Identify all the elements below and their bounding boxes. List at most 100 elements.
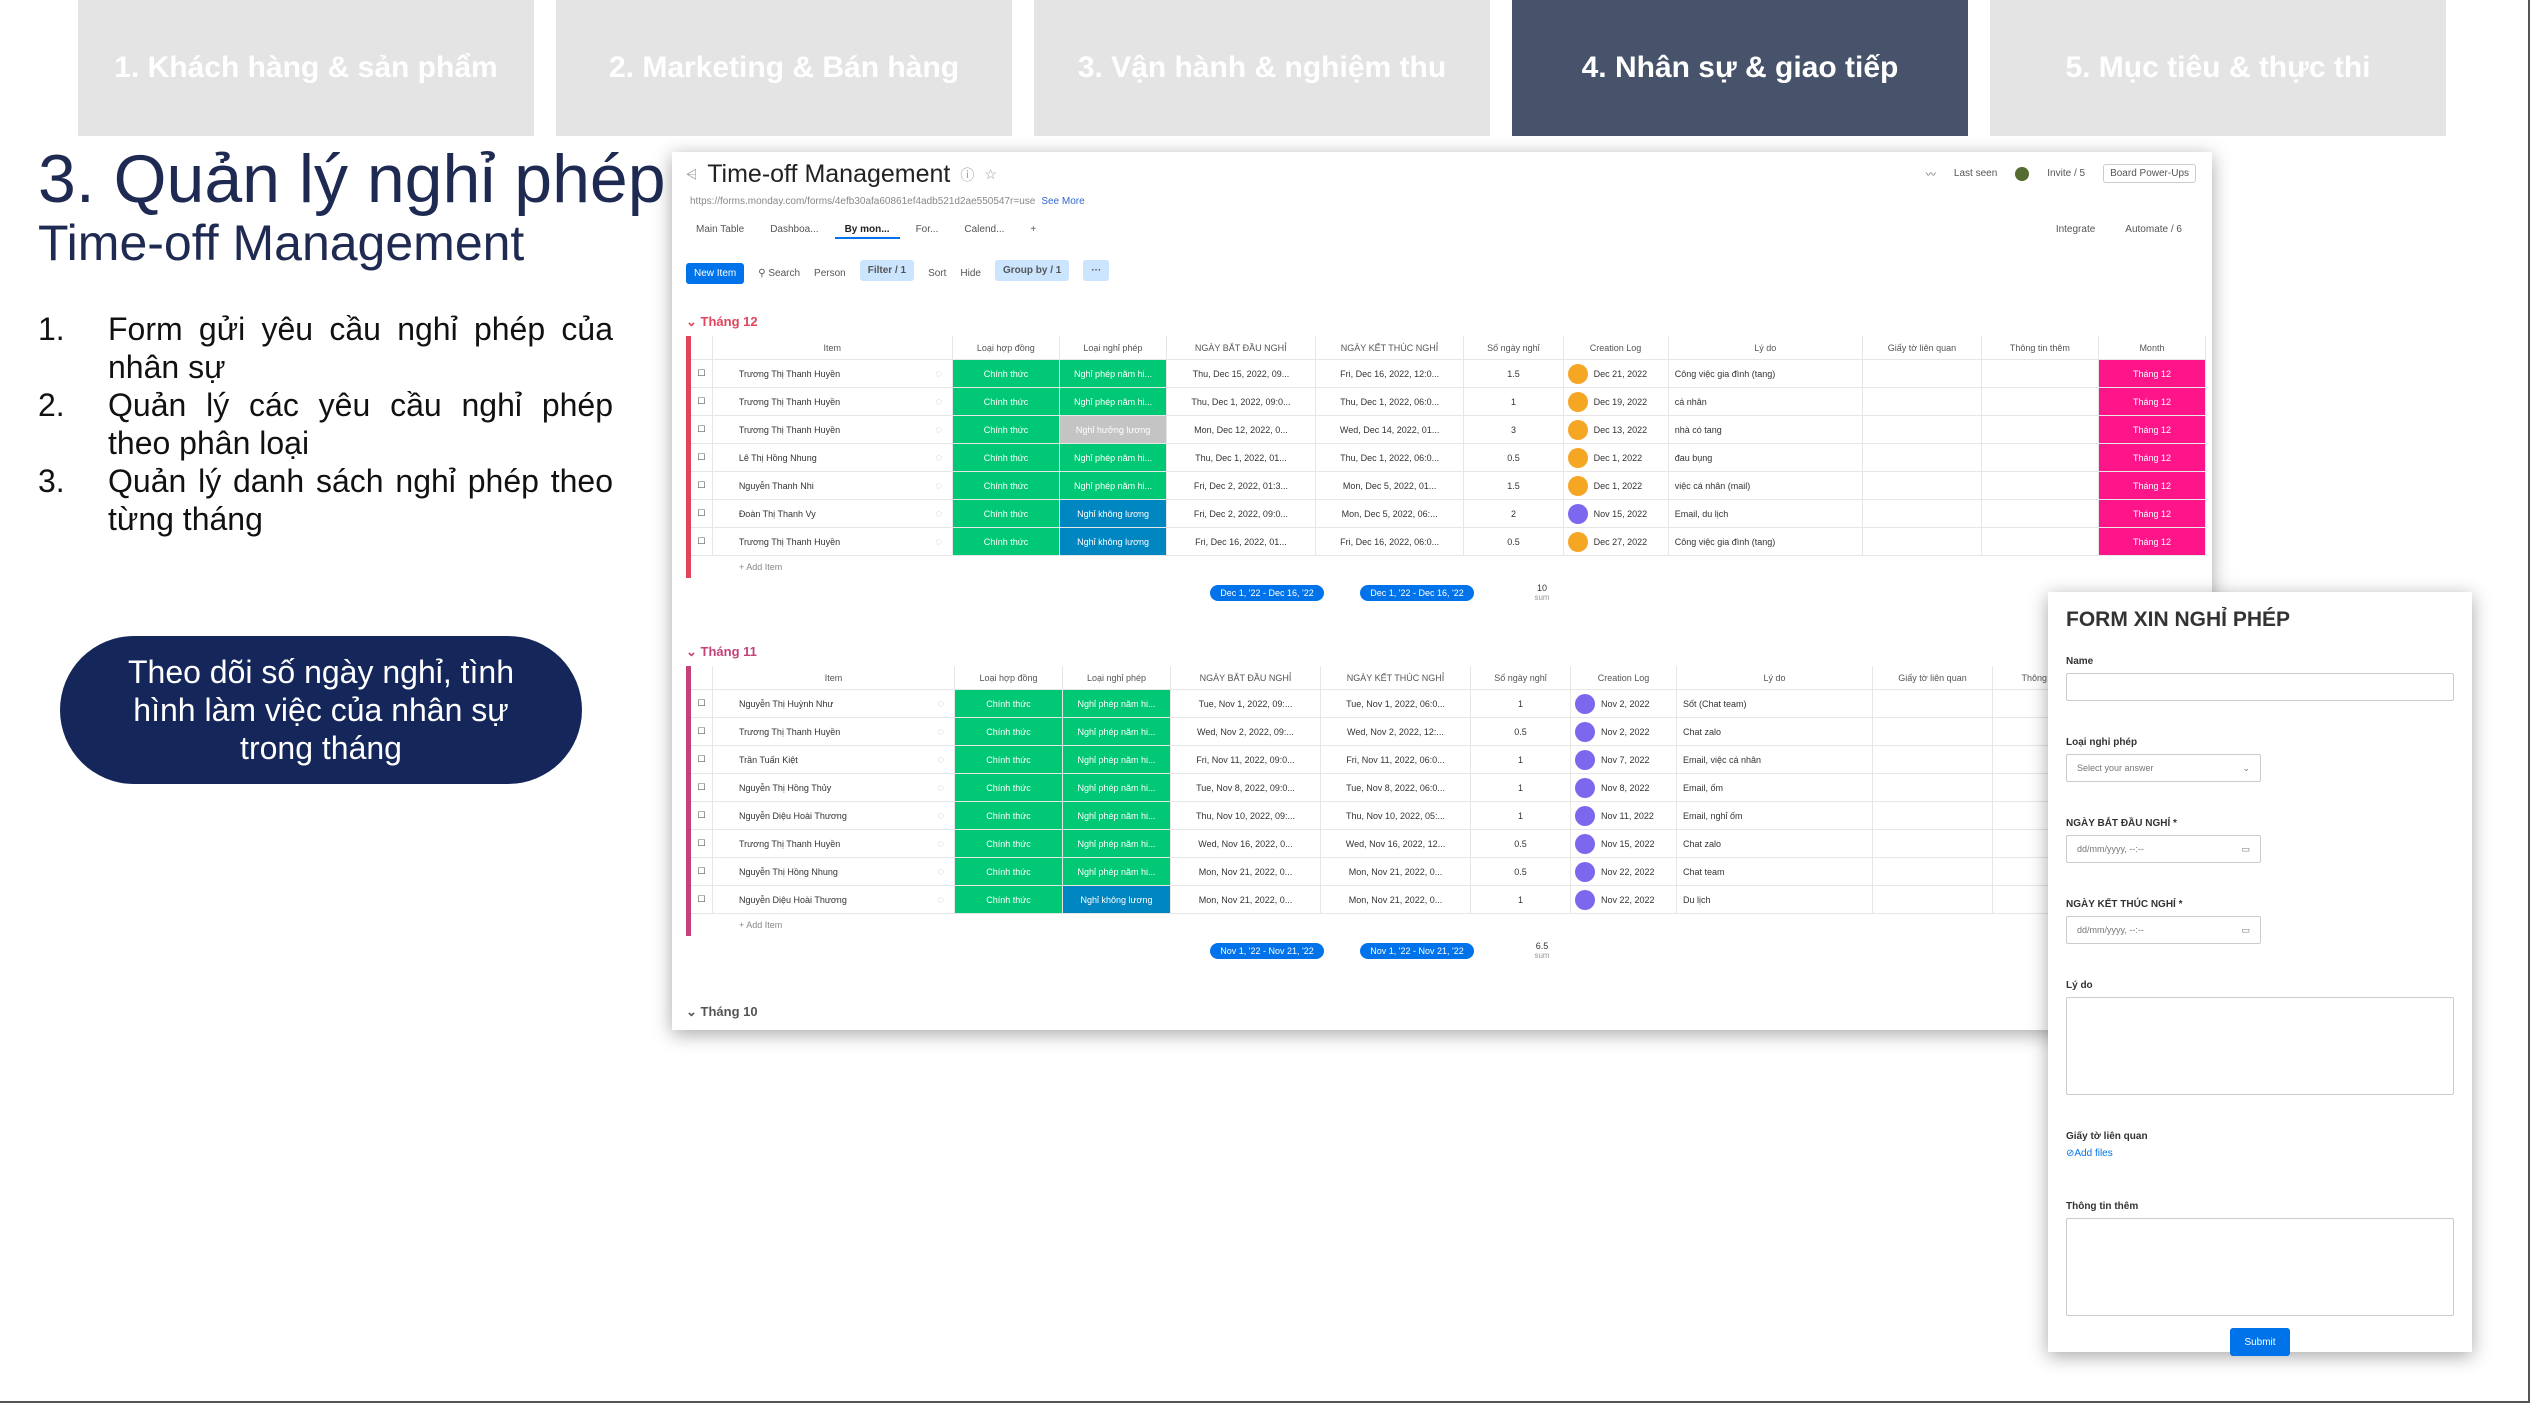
search-button[interactable]: ⚲ Search: [758, 268, 800, 279]
start-date-cell[interactable]: Thu, Dec 15, 2022, 09...: [1167, 360, 1316, 387]
table-row[interactable]: ☐ Nguyễn Diệu Hoài Thương ◌ Chính thức Ng…: [691, 886, 2206, 914]
tab-customers-products[interactable]: 1. Khách hàng & sản phẩm: [78, 0, 534, 136]
days-cell[interactable]: 1: [1471, 886, 1571, 913]
submit-button[interactable]: Submit: [2230, 1328, 2290, 1356]
start-date-cell[interactable]: Fri, Dec 2, 2022, 09:0...: [1167, 500, 1316, 527]
comment-icon[interactable]: ◌: [937, 809, 944, 822]
reason-cell[interactable]: đau bụng: [1669, 444, 1864, 471]
group-title[interactable]: ⌄ Tháng 10: [686, 1004, 758, 1019]
info-icon[interactable]: ⓘ: [960, 166, 975, 183]
column-header[interactable]: Month: [2099, 336, 2206, 359]
leave-type-status[interactable]: Nghỉ không lương: [1063, 886, 1171, 913]
invite-button[interactable]: Invite / 5: [2047, 168, 2086, 179]
contract-status[interactable]: Chính thức: [953, 500, 1061, 527]
item-name[interactable]: Đoàn Thị Thanh Vy: [738, 508, 816, 519]
row-checkbox[interactable]: ☐: [691, 690, 713, 717]
row-checkbox[interactable]: ☐: [691, 416, 713, 443]
table-row[interactable]: ☐ Nguyễn Diệu Hoài Thương ◌ Chính thức Ng…: [691, 802, 2206, 830]
row-checkbox[interactable]: ☐: [691, 500, 713, 527]
month-status[interactable]: Tháng 12: [2098, 416, 2206, 443]
item-name[interactable]: Nguyễn Diệu Hoài Thương: [739, 894, 847, 905]
days-cell[interactable]: 1: [1471, 774, 1571, 801]
sort-button[interactable]: Sort: [928, 268, 947, 279]
end-date-cell[interactable]: Tue, Nov 1, 2022, 06:0...: [1321, 690, 1471, 717]
automate-button[interactable]: Automate / 6: [2125, 224, 2182, 235]
item-name[interactable]: Lê Thị Hồng Nhung: [738, 452, 817, 463]
documents-cell[interactable]: [1873, 746, 1993, 773]
end-date-cell[interactable]: Mon, Nov 21, 2022, 0...: [1321, 858, 1471, 885]
item-name[interactable]: Trương Thị Thanh Huyền: [739, 726, 841, 737]
start-date-input[interactable]: dd/mm/yyyy, --:-- ▭: [2066, 835, 2261, 863]
group-by-button[interactable]: Group by / 1: [995, 260, 1070, 281]
row-checkbox[interactable]: ☐: [691, 746, 713, 773]
start-date-cell[interactable]: Fri, Dec 2, 2022, 01:3...: [1167, 472, 1316, 499]
days-cell[interactable]: 2: [1464, 500, 1564, 527]
contract-status[interactable]: Chính thức: [955, 858, 1063, 885]
reason-cell[interactable]: Chat zalo: [1677, 830, 1873, 857]
star-icon[interactable]: ☆: [984, 166, 997, 182]
row-checkbox[interactable]: ☐: [691, 802, 713, 829]
calendar-icon[interactable]: ▭: [2241, 924, 2250, 935]
table-row[interactable]: ☐ Trương Thị Thanh Huyền ◌ Chính thức Ngh…: [691, 830, 2206, 858]
days-cell[interactable]: 0.5: [1471, 718, 1571, 745]
contract-status[interactable]: Chính thức: [953, 444, 1061, 471]
row-checkbox[interactable]: ☐: [691, 444, 713, 471]
view-by-month[interactable]: By mon...: [834, 222, 900, 239]
contract-status[interactable]: Chính thức: [953, 416, 1061, 443]
reason-cell[interactable]: cá nhân: [1669, 388, 1864, 415]
more-info-cell[interactable]: [1982, 388, 2099, 415]
column-header[interactable]: Số ngày nghỉ: [1471, 666, 1571, 689]
days-cell[interactable]: 1: [1471, 802, 1571, 829]
leave-type-select[interactable]: Select your answer ⌄: [2066, 754, 2261, 782]
column-header[interactable]: Lý do: [1677, 666, 1873, 689]
documents-cell[interactable]: [1873, 690, 1993, 717]
reason-cell[interactable]: Email, nghỉ ốm: [1677, 802, 1873, 829]
select-all-checkbox[interactable]: [691, 336, 713, 359]
reason-textarea[interactable]: [2066, 997, 2454, 1095]
reason-cell[interactable]: việc cá nhân (mail): [1669, 472, 1864, 499]
table-row[interactable]: ☐ Trương Thị Thanh Huyền ◌ Chính thức Ngh…: [691, 360, 2206, 388]
leave-type-status[interactable]: Nghỉ phép năm hi...: [1060, 472, 1168, 499]
column-header[interactable]: Loại hợp đồng: [955, 666, 1063, 689]
share-icon[interactable]: ⩤: [686, 166, 698, 182]
end-date-cell[interactable]: Thu, Dec 1, 2022, 06:0...: [1316, 444, 1465, 471]
contract-status[interactable]: Chính thức: [953, 388, 1061, 415]
reason-cell[interactable]: Công việc gia đình (tang): [1669, 360, 1864, 387]
documents-cell[interactable]: [1863, 360, 1982, 387]
calendar-icon[interactable]: ▭: [2241, 843, 2250, 854]
end-date-cell[interactable]: Wed, Nov 2, 2022, 12:...: [1321, 718, 1471, 745]
row-checkbox[interactable]: ☐: [691, 858, 713, 885]
more-info-cell[interactable]: [1982, 472, 2099, 499]
comment-icon[interactable]: ◌: [935, 479, 942, 492]
documents-cell[interactable]: [1863, 472, 1982, 499]
add-item-row[interactable]: + Add Item: [739, 562, 783, 572]
end-date-cell[interactable]: Thu, Dec 1, 2022, 06:0...: [1316, 388, 1465, 415]
reason-cell[interactable]: Email, du lịch: [1669, 500, 1864, 527]
comment-icon[interactable]: ◌: [937, 893, 944, 906]
column-header[interactable]: Thông tin thêm: [1982, 336, 2099, 359]
column-header[interactable]: NGÀY KẾT THÚC NGHỈ: [1316, 336, 1465, 359]
row-checkbox[interactable]: ☐: [691, 528, 713, 555]
reason-cell[interactable]: Sốt (Chat team): [1677, 690, 1873, 717]
item-name[interactable]: Trương Thị Thanh Huyền: [738, 424, 841, 435]
item-name[interactable]: Trương Thị Thanh Huyền: [738, 396, 841, 407]
end-date-cell[interactable]: Mon, Dec 5, 2022, 01...: [1316, 472, 1465, 499]
documents-cell[interactable]: [1873, 830, 1993, 857]
row-checkbox[interactable]: ☐: [691, 830, 713, 857]
days-cell[interactable]: 1: [1471, 690, 1571, 717]
comment-icon[interactable]: ◌: [935, 451, 942, 464]
days-cell[interactable]: 3: [1464, 416, 1564, 443]
documents-cell[interactable]: [1873, 718, 1993, 745]
end-date-cell[interactable]: Wed, Nov 16, 2022, 12...: [1321, 830, 1471, 857]
days-cell[interactable]: 1: [1471, 746, 1571, 773]
row-checkbox[interactable]: ☐: [691, 718, 713, 745]
name-input[interactable]: [2066, 673, 2454, 701]
table-row[interactable]: ☐ Trương Thị Thanh Huyền ◌ Chính thức Ngh…: [691, 528, 2206, 556]
days-cell[interactable]: 0.5: [1464, 444, 1564, 471]
column-header[interactable]: NGÀY BẮT ĐẦU NGHỈ: [1171, 666, 1321, 689]
add-files-link[interactable]: ⊘Add files: [2066, 1148, 2454, 1159]
row-checkbox[interactable]: ☐: [691, 886, 713, 913]
item-name[interactable]: Trương Thị Thanh Huyền: [739, 838, 841, 849]
more-info-textarea[interactable]: [2066, 1218, 2454, 1316]
column-header[interactable]: Giấy tờ liên quan: [1863, 336, 1982, 359]
